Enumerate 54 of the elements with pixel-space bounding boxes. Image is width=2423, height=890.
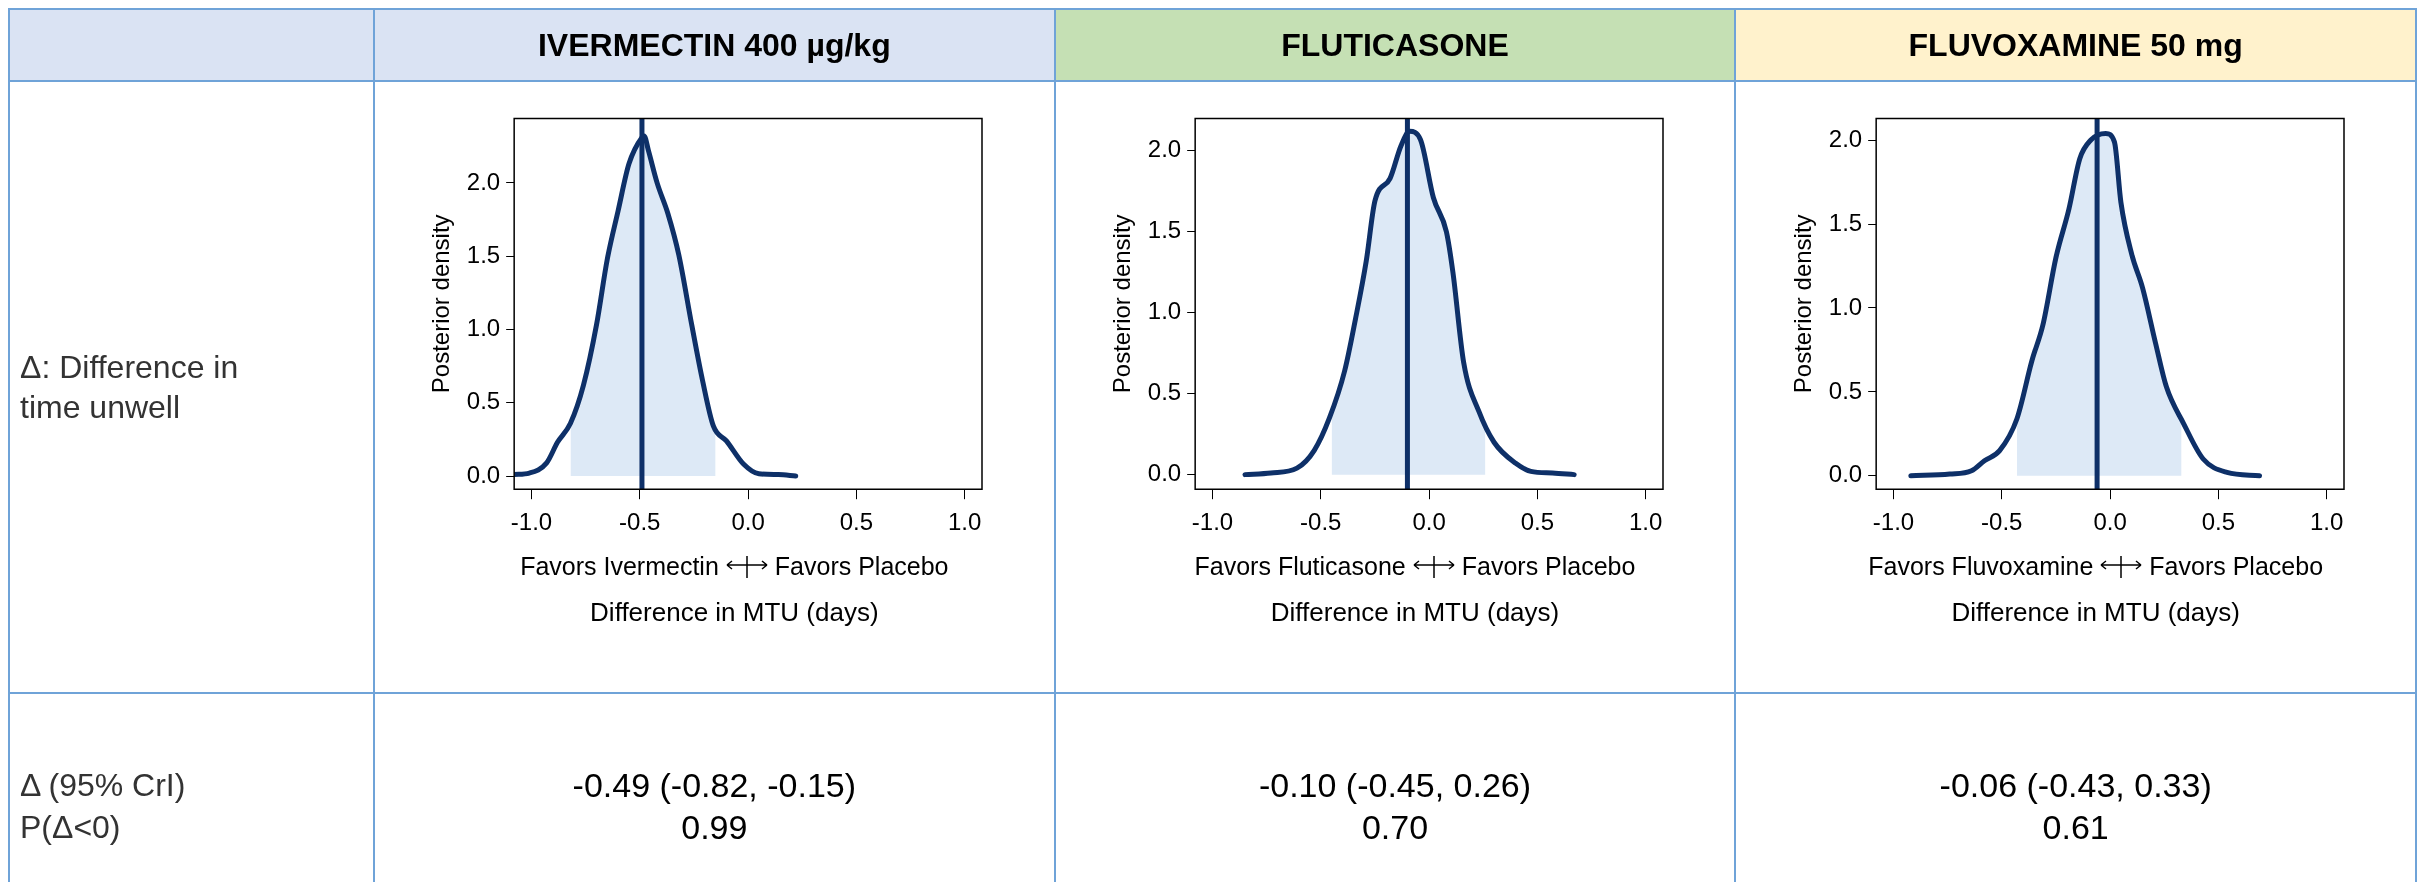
text: Favors Fluvoxamine [1868, 552, 2094, 581]
y-axis-title: Posterior density [1788, 214, 1816, 394]
text: -0.10 (-0.45, 0.26) [1257, 765, 1533, 806]
text: 0.61 [2041, 807, 2110, 848]
y-axis-title: Posterior density [427, 214, 455, 394]
chart-title: FLUVOXAMINE 50 mg [1908, 26, 2243, 64]
y-axis-title: Posterior density [1108, 214, 1136, 394]
text: -0.49 (-0.82, -0.15) [571, 765, 858, 806]
x-tick-label: 0.0 [2093, 508, 2127, 536]
y-tick-label: 0.0 [1147, 459, 1182, 487]
text: Favors Placebo [2149, 552, 2324, 581]
chart-title: IVERMECTIN 400 µg/kg [537, 26, 891, 64]
y-tick-label: 0.5 [467, 387, 501, 415]
y-tick-label: 0.5 [1147, 378, 1182, 406]
text: Favors Ivermectin [520, 552, 719, 581]
text: Δ (95% CrI) [20, 766, 187, 805]
y-tick-label: 1.0 [1147, 297, 1182, 325]
y-tick-label: 0.5 [1828, 376, 1862, 404]
x-tick-label: 0.0 [1412, 508, 1446, 536]
text: 0.99 [680, 807, 749, 848]
text: P(Δ<0) [20, 808, 122, 847]
y-tick-label: 2.0 [1828, 124, 1862, 152]
text: Favors Placebo [1461, 552, 1636, 581]
x-tick-label: -0.5 [1980, 508, 2023, 536]
text: -0.06 (-0.43, 0.33) [1938, 765, 2213, 806]
y-tick-label: 1.5 [1828, 208, 1862, 236]
y-tick-label: 0.0 [467, 460, 501, 488]
x-tick-label: -0.5 [1300, 508, 1342, 536]
x-tick-label: -1.0 [1191, 508, 1234, 536]
y-tick-label: 0.0 [1828, 460, 1862, 488]
y-tick-label: 2.0 [467, 167, 501, 195]
y-tick-label: 1.5 [1147, 216, 1182, 244]
x-tick-label: 0.5 [2201, 508, 2235, 536]
text: 0.70 [1360, 807, 1430, 848]
x-tick-label: 0.5 [840, 508, 874, 536]
x-tick-label: 0.5 [1520, 508, 1555, 536]
text: Favors Placebo [774, 552, 949, 581]
y-tick-label: 1.0 [1828, 292, 1862, 320]
x-tick-label: 1.0 [2309, 508, 2344, 536]
x-axis-title: Difference in MTU (days) [1950, 597, 2240, 628]
x-axis-title: Difference in MTU (days) [1269, 597, 1560, 628]
text: Favors Fluticasone [1194, 552, 1406, 581]
text: Δ: Difference in time unwell [20, 348, 240, 427]
x-tick-label: -1.0 [511, 508, 553, 536]
x-tick-label: -1.0 [1872, 508, 1914, 536]
y-tick-label: 2.0 [1147, 135, 1182, 163]
y-tick-label: 1.0 [467, 314, 501, 342]
x-axis-title: Difference in MTU (days) [589, 597, 879, 628]
y-tick-label: 1.5 [467, 240, 501, 268]
x-tick-label: 1.0 [948, 508, 982, 536]
chart-title: FLUTICASONE [1281, 26, 1509, 64]
x-tick-label: 1.0 [1628, 508, 1663, 536]
x-tick-label: 0.0 [731, 508, 766, 536]
x-tick-label: -0.5 [619, 508, 661, 536]
